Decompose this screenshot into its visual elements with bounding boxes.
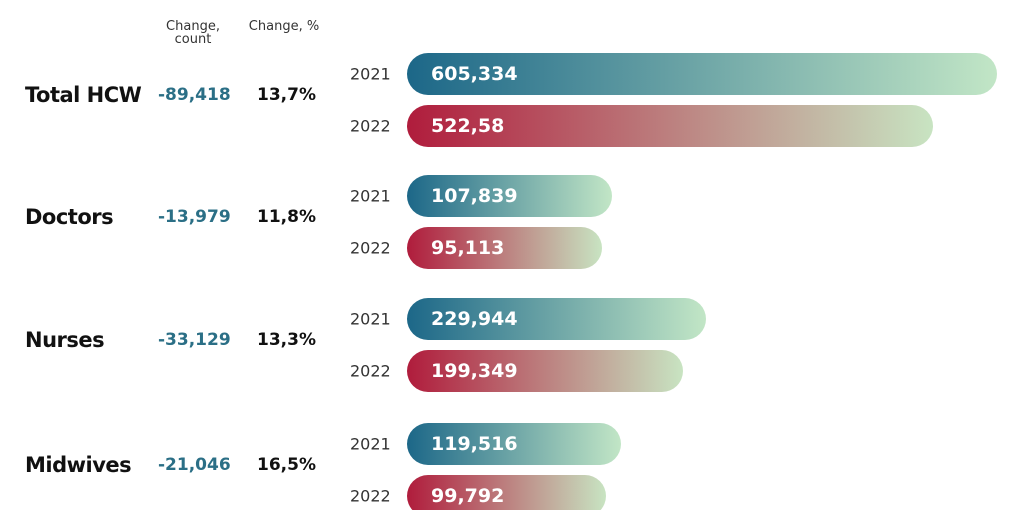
category-label: Total HCW [25,83,142,107]
bar [407,475,606,510]
category-label: Nurses [25,328,105,352]
value-label: 605,334 [431,63,518,85]
value-label: 95,113 [431,237,505,259]
change-pct: 13,7% [257,85,316,105]
year-label: 2021 [350,434,391,454]
value-label: 522,58 [431,115,505,137]
value-label: 199,349 [431,360,518,382]
year-label: 2022 [350,361,391,381]
year-label: 2021 [350,186,391,206]
bar [407,175,612,217]
change-pct: 16,5% [257,455,316,475]
value-label: 229,944 [431,308,518,330]
bar [407,105,933,147]
value-label: 107,839 [431,185,518,207]
year-label: 2021 [350,309,391,329]
year-label: 2022 [350,116,391,136]
header-change-pct: Change, % [248,19,320,34]
header-change-count: Change, count [166,19,220,47]
bar [407,350,683,392]
bar [407,423,621,465]
change-count: -89,418 [158,85,231,105]
bar [407,298,707,340]
change-pct: 11,8% [257,207,316,227]
change-count: -33,129 [158,330,231,350]
year-label: 2021 [350,64,391,84]
change-count: -13,979 [158,207,231,227]
change-pct: 13,3% [257,330,316,350]
category-label: Midwives [25,453,132,477]
change-count: -21,046 [158,455,231,475]
bar [407,53,997,95]
value-label: 119,516 [431,433,518,455]
year-label: 2022 [350,486,391,506]
year-label: 2022 [350,238,391,258]
bar [407,227,603,269]
category-label: Doctors [25,205,114,229]
value-label: 99,792 [431,485,505,507]
